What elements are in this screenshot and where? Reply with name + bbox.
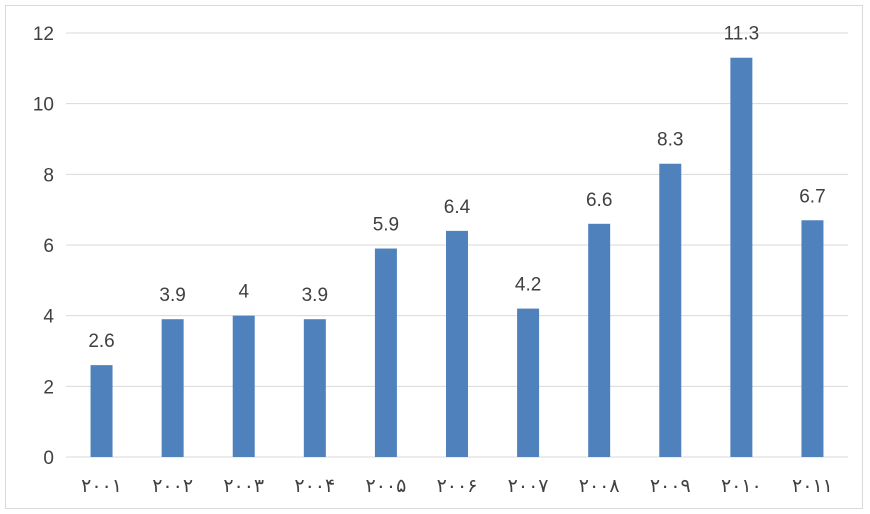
bar: [232, 315, 255, 457]
y-tick-label: 6: [43, 236, 54, 257]
bar: [659, 163, 682, 457]
data-label: 6.4: [444, 197, 471, 218]
x-tick-label: ۲۰۰۹: [650, 475, 691, 497]
data-label: 11.3: [724, 24, 760, 45]
y-axis: 0 2 4 6 8 10 12: [33, 24, 55, 469]
y-tick-label: 8: [43, 165, 54, 186]
x-tick-label: ۲۰۰۷: [508, 475, 549, 497]
data-label: 6.7: [799, 186, 825, 207]
bar: [90, 365, 113, 457]
data-label: 4: [238, 282, 249, 303]
data-label: 3.9: [159, 285, 185, 306]
bar-chart: 2.6 3.9 4 3.9 5.9 6.4 4.2 6.6 8.3 11.3 6.7 0 2 4 6 8 10…: [33, 24, 848, 497]
bars: [90, 57, 824, 457]
x-tick-label: ۲۰۱۱: [792, 475, 833, 497]
bar: [446, 230, 468, 457]
data-labels: 2.6 3.9 4 3.9 5.9 6.4 4.2 6.6 8.3 11.3 6.7: [88, 24, 825, 352]
x-axis: ۲۰۰۱ ۲۰۰۲ ۲۰۰۳ ۲۰۰۴ ۲۰۰۵ ۲۰۰۶ ۲۰۰۷ ۲۰۰۸ ۲۰۰۹ ۲۰۱۰…: [81, 475, 833, 497]
x-tick-label: ۲۰۰۳: [223, 475, 264, 497]
bar: [161, 319, 184, 457]
bar: [374, 248, 397, 457]
bar: [517, 308, 540, 457]
y-tick-label: 2: [43, 377, 54, 398]
data-label: 6.6: [586, 190, 612, 211]
bar: [588, 223, 611, 457]
x-tick-label: ۲۰۰۵: [365, 475, 406, 497]
chart-frame: 2.6 3.9 4 3.9 5.9 6.4 4.2 6.6 8.3 11.3 6.7 0 2 4 6 8 10…: [5, 5, 863, 509]
bar: [303, 319, 326, 457]
x-tick-label: ۲۰۱۰: [721, 475, 762, 497]
bar: [730, 57, 753, 457]
x-tick-label: ۲۰۰۲: [152, 475, 193, 497]
x-tick-label: ۲۰۰۴: [294, 475, 335, 497]
data-label: 8.3: [657, 130, 683, 151]
y-tick-label: 0: [43, 448, 54, 469]
data-label: 5.9: [373, 215, 399, 236]
x-tick-label: ۲۰۰۱: [81, 475, 122, 497]
y-tick-label: 12: [33, 24, 54, 45]
x-tick-label: ۲۰۰۸: [579, 475, 620, 497]
data-label: 4.2: [515, 275, 541, 296]
data-label: 2.6: [88, 331, 114, 352]
data-label: 3.9: [302, 285, 328, 306]
y-tick-label: 4: [43, 307, 54, 328]
bar: [801, 220, 824, 457]
x-tick-label: ۲۰۰۶: [437, 475, 478, 497]
y-tick-label: 10: [33, 95, 54, 116]
